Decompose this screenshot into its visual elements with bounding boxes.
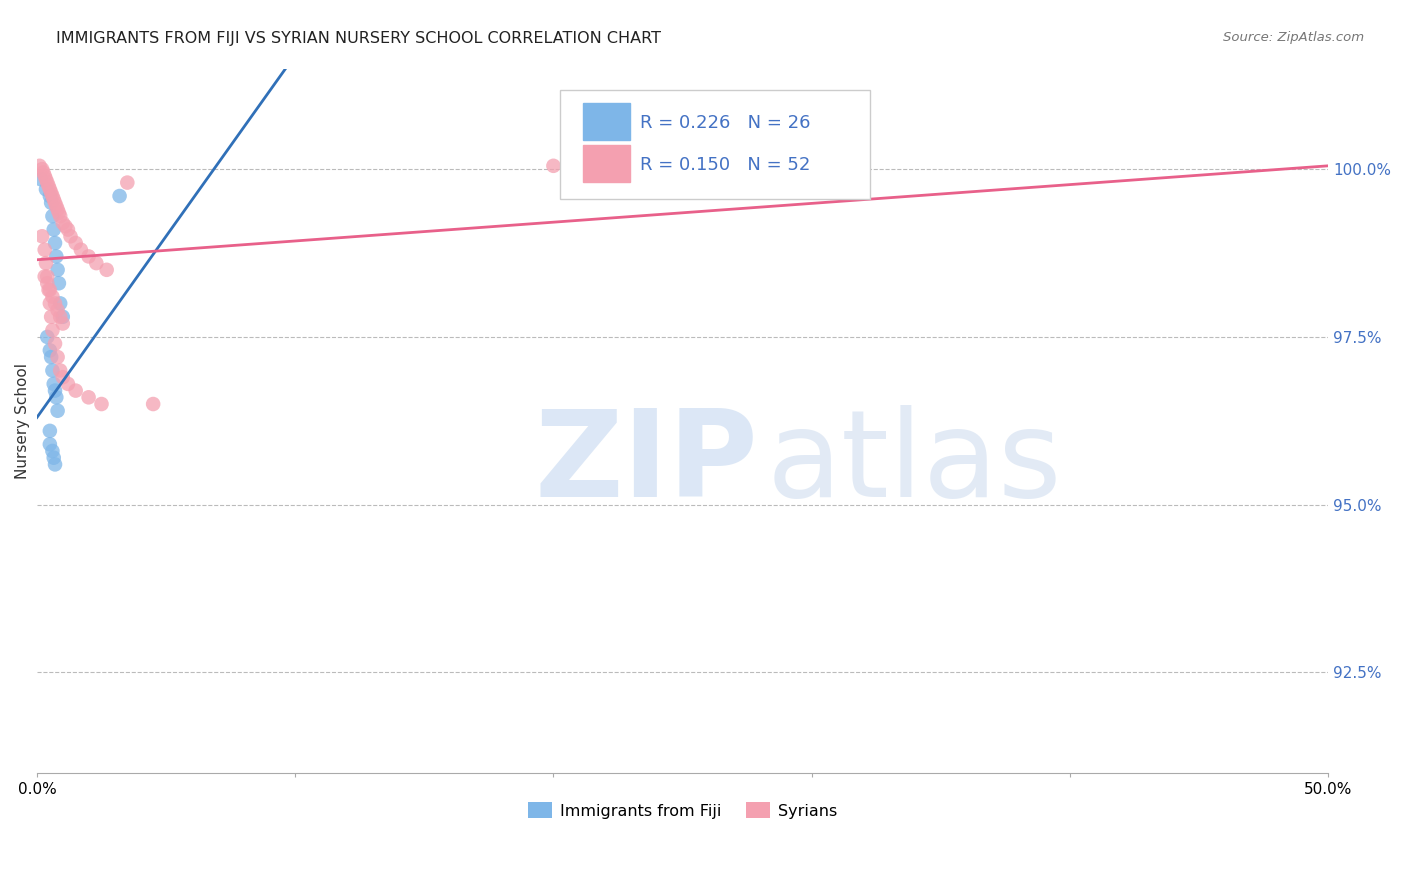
- Point: [28, 159, 51, 173]
- Point: [48, 206, 70, 220]
- Point: [38, 296, 60, 310]
- Point: [35, 172, 58, 186]
- Point: [46, 262, 69, 277]
- Point: [90, 397, 112, 411]
- Point: [45, 390, 67, 404]
- Point: [31, 229, 53, 244]
- Point: [42, 450, 65, 465]
- Point: [142, 397, 165, 411]
- FancyBboxPatch shape: [583, 145, 630, 182]
- Point: [38, 283, 60, 297]
- Point: [70, 243, 93, 257]
- Point: [46, 303, 69, 318]
- Point: [49, 310, 72, 324]
- Point: [65, 235, 87, 250]
- Point: [39, 195, 62, 210]
- Point: [42, 193, 65, 207]
- Point: [35, 182, 58, 196]
- Text: R = 0.150   N = 52: R = 0.150 N = 52: [640, 156, 810, 174]
- Point: [108, 189, 131, 203]
- Point: [46, 202, 69, 217]
- Point: [52, 370, 75, 384]
- Point: [39, 350, 62, 364]
- Point: [48, 277, 70, 291]
- Legend: Immigrants from Fiji, Syrians: Immigrants from Fiji, Syrians: [522, 796, 844, 825]
- Point: [86, 256, 108, 270]
- Text: R = 0.226   N = 26: R = 0.226 N = 26: [640, 114, 810, 132]
- Point: [45, 249, 67, 263]
- Text: atlas: atlas: [766, 405, 1062, 522]
- Point: [56, 376, 79, 391]
- Point: [77, 390, 100, 404]
- Point: [41, 189, 63, 203]
- Y-axis label: Nursery School: Nursery School: [15, 363, 30, 479]
- Text: IMMIGRANTS FROM FIJI VS SYRIAN NURSERY SCHOOL CORRELATION CHART: IMMIGRANTS FROM FIJI VS SYRIAN NURSERY S…: [56, 31, 661, 46]
- Point: [543, 159, 565, 173]
- Point: [35, 256, 58, 270]
- Point: [37, 176, 59, 190]
- Point: [77, 249, 100, 263]
- Point: [38, 189, 60, 203]
- Point: [38, 182, 60, 196]
- Point: [41, 444, 63, 458]
- Point: [96, 262, 118, 277]
- Text: Source: ZipAtlas.com: Source: ZipAtlas.com: [1223, 31, 1364, 45]
- Point: [49, 209, 72, 223]
- Point: [34, 269, 56, 284]
- FancyBboxPatch shape: [560, 90, 870, 199]
- Point: [30, 172, 52, 186]
- Point: [44, 195, 66, 210]
- Point: [65, 384, 87, 398]
- Point: [45, 199, 67, 213]
- Point: [46, 403, 69, 417]
- Point: [44, 384, 66, 398]
- Point: [44, 336, 66, 351]
- Point: [38, 424, 60, 438]
- FancyBboxPatch shape: [583, 103, 630, 140]
- Point: [38, 283, 60, 297]
- Point: [41, 209, 63, 223]
- Point: [44, 235, 66, 250]
- Point: [39, 310, 62, 324]
- Point: [34, 169, 56, 183]
- Point: [38, 437, 60, 451]
- Point: [53, 219, 76, 234]
- Point: [34, 243, 56, 257]
- Point: [46, 350, 69, 364]
- Point: [52, 310, 75, 324]
- Point: [42, 376, 65, 391]
- Point: [41, 323, 63, 337]
- Point: [37, 269, 59, 284]
- Point: [31, 162, 53, 177]
- Point: [59, 229, 82, 244]
- Text: ZIP: ZIP: [534, 405, 758, 522]
- Point: [38, 343, 60, 358]
- Point: [44, 458, 66, 472]
- Point: [49, 296, 72, 310]
- Point: [37, 277, 59, 291]
- Point: [41, 363, 63, 377]
- Point: [38, 178, 60, 193]
- Point: [49, 363, 72, 377]
- Point: [52, 317, 75, 331]
- Point: [42, 222, 65, 236]
- Point: [56, 222, 79, 236]
- Point: [37, 330, 59, 344]
- Point: [44, 296, 66, 310]
- Point: [41, 290, 63, 304]
- Point: [39, 186, 62, 200]
- Point: [32, 165, 55, 179]
- Point: [117, 176, 139, 190]
- Point: [52, 216, 75, 230]
